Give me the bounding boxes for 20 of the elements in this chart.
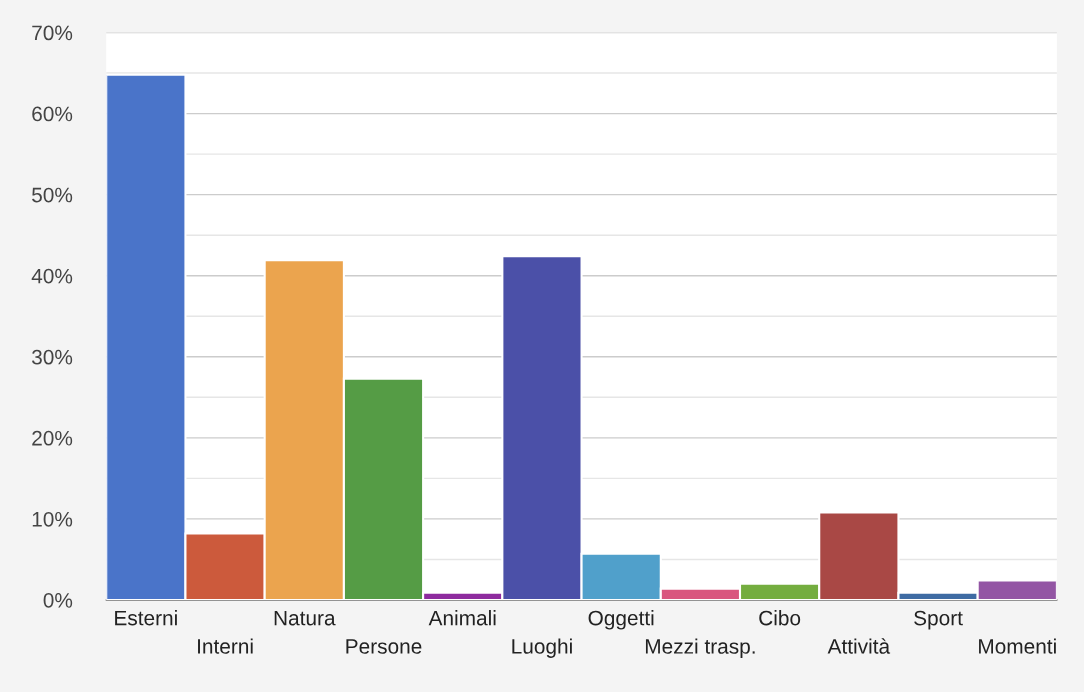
y-tick-label: 70% xyxy=(32,25,73,41)
x-tick-label: Interni xyxy=(198,638,253,654)
x-tick-label: Cibo xyxy=(759,610,801,626)
x-tick-label: Momenti xyxy=(979,638,1056,654)
x-tick-label: Mezzi trasp. xyxy=(645,638,755,658)
y-tick-label: 30% xyxy=(32,349,73,365)
x-tick-label: Animali xyxy=(428,610,496,626)
y-tick-label: 60% xyxy=(32,106,73,122)
y-tick-label: 20% xyxy=(32,430,73,446)
x-tick-label: Esterni xyxy=(115,610,177,626)
y-tick-label: 40% xyxy=(31,268,73,284)
x-tick-label: Sport xyxy=(914,610,963,630)
x-tick-label: Luoghi xyxy=(512,638,572,658)
y-tick-label: 50% xyxy=(32,187,73,203)
x-tick-label: Oggetti xyxy=(588,610,654,630)
x-tick-label: Natura xyxy=(274,610,336,626)
x-tick-label: Attività xyxy=(827,638,891,654)
y-tick-label: 10% xyxy=(32,511,73,527)
y-tick-label: 0% xyxy=(43,592,73,608)
x-tick-label: Persone xyxy=(346,639,422,654)
